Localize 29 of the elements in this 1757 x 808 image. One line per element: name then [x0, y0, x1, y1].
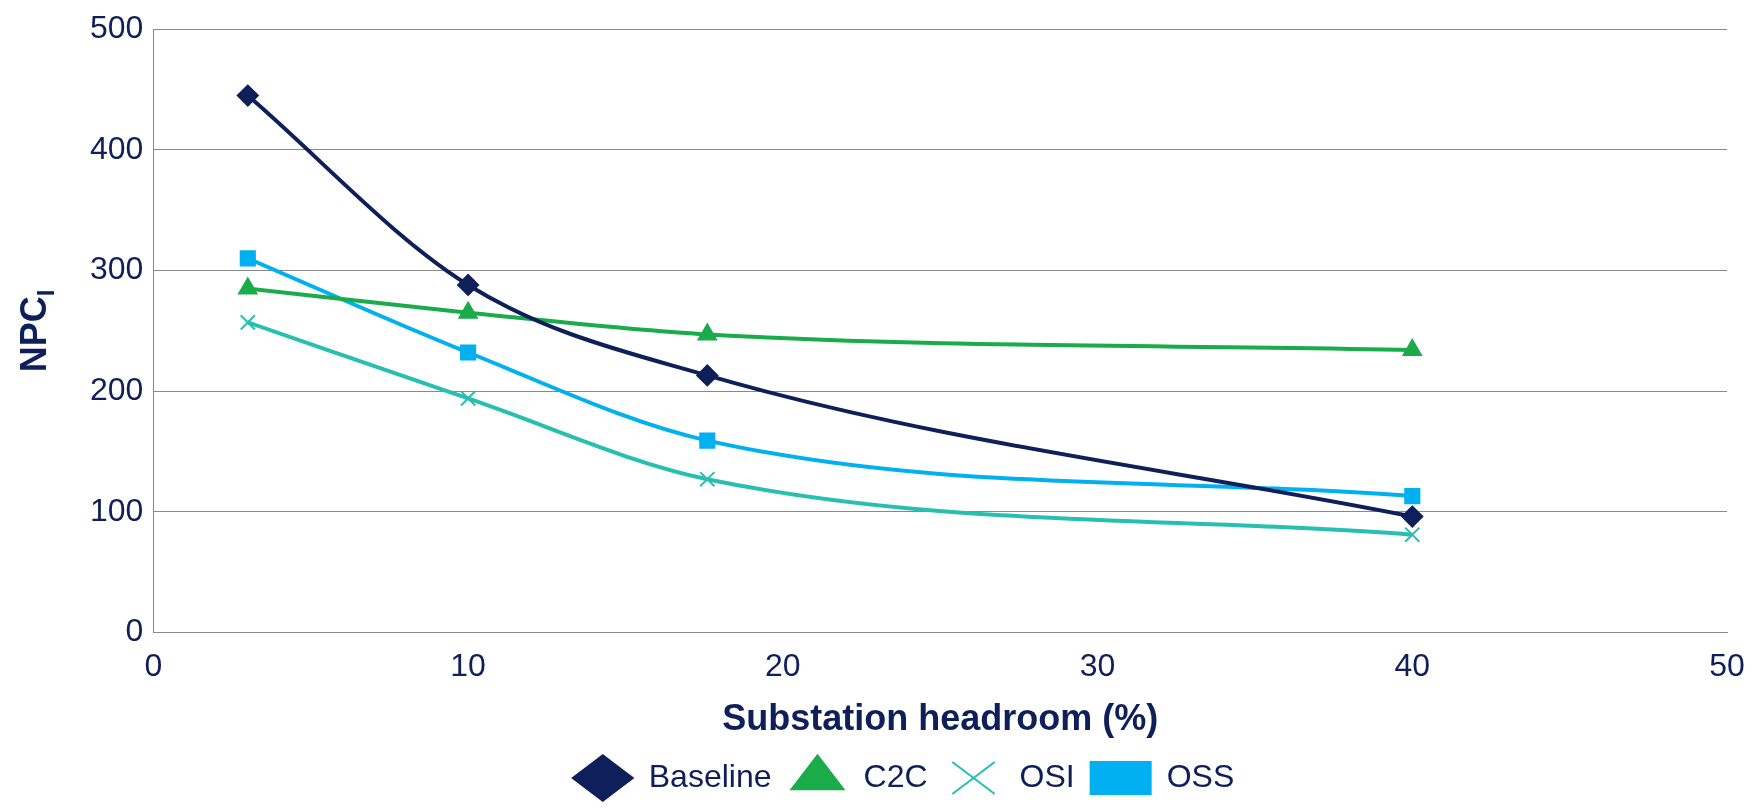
point [239, 250, 256, 267]
y-tick-label: 400 [90, 129, 144, 166]
x-axis-title: Substation headroom (%) [722, 697, 1159, 739]
point [460, 390, 477, 407]
y-tick-label: 100 [90, 491, 144, 528]
x-tick-label: 40 [1394, 647, 1431, 684]
point [1401, 505, 1424, 528]
point [460, 344, 477, 361]
point [699, 432, 716, 449]
legend-label: OSS [1166, 757, 1235, 794]
x-tick-label: 10 [450, 647, 486, 684]
x-tick-label: 30 [1079, 647, 1116, 684]
point [457, 273, 480, 296]
legend-label: C2C [863, 757, 928, 794]
legend-label: OSI [1019, 757, 1075, 794]
point [1404, 526, 1421, 543]
y-tick-label: 0 [125, 612, 144, 649]
point [239, 314, 256, 331]
legend-label: Baseline [648, 757, 772, 794]
y-tick-label: 300 [90, 250, 144, 287]
y-tick-label: 200 [90, 370, 144, 407]
y-axis-title: NPCI [13, 289, 59, 373]
y-tick-label: 500 [90, 9, 144, 46]
point [699, 471, 716, 488]
point [1404, 488, 1421, 505]
point [696, 364, 719, 387]
x-tick-label: 50 [1709, 647, 1745, 684]
x-tick-label: 20 [765, 647, 801, 684]
point [236, 84, 259, 107]
